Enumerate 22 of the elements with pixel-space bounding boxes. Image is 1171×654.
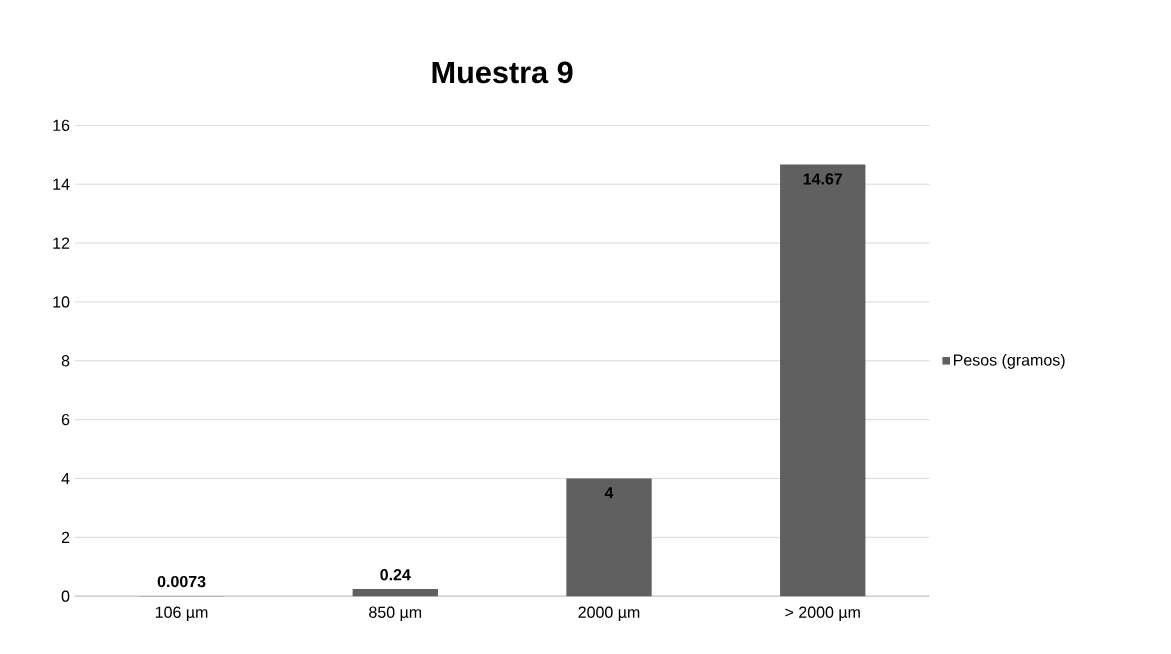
y-tick-label: 2 [61, 531, 70, 544]
data-label: 4 [604, 487, 614, 499]
chart-title: Muestra 9 [432, 61, 573, 84]
y-tick-label: 10 [53, 296, 70, 308]
data-label: 0.24 [380, 569, 411, 581]
data-label: 14.67 [803, 173, 843, 185]
y-tick-label: 6 [61, 414, 70, 426]
bar [780, 164, 866, 597]
legend-label: Pesos (gramos) [953, 354, 1065, 370]
y-tick-label: 0 [61, 590, 70, 603]
y-tick-label: 4 [61, 473, 70, 485]
x-tick-label: 850 µm [369, 606, 422, 622]
y-tick-label: 16 [53, 119, 70, 132]
x-tick-label: > 2000 µm [785, 606, 860, 622]
bar [352, 589, 438, 597]
x-tick-label: 2000 µm [578, 606, 640, 622]
data-label: 0.0073 [157, 576, 206, 588]
y-tick-label: 12 [53, 237, 70, 249]
y-tick-label: 14 [53, 178, 70, 190]
y-tick-label: 8 [61, 355, 70, 367]
bar [566, 478, 652, 597]
x-tick-label: 106 µm [155, 606, 208, 622]
